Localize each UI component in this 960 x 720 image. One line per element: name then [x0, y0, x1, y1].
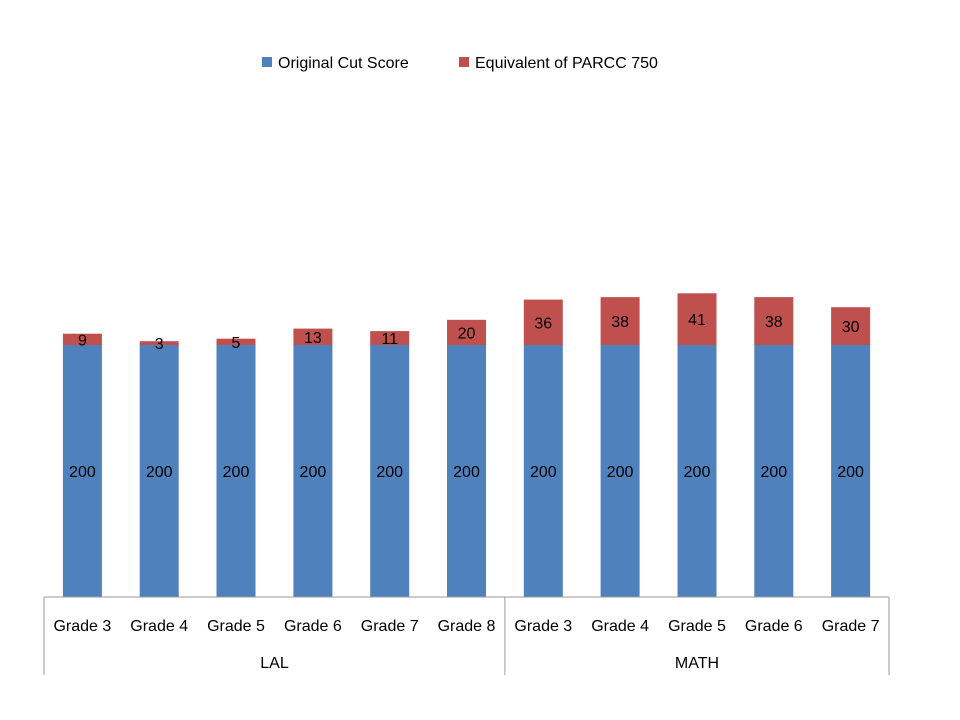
- bar-segment-equivalent-2: [216, 338, 256, 345]
- bar-segment-original-6: [523, 345, 563, 597]
- category-tick-label: Grade 7: [361, 618, 419, 635]
- data-label: 200: [760, 464, 787, 481]
- category-tick-label: Grade 7: [822, 618, 880, 635]
- category-tick-label: Grade 4: [130, 618, 188, 635]
- data-label: 200: [376, 464, 403, 481]
- group-label: LAL: [260, 655, 289, 672]
- bar-segment-equivalent-6: [523, 299, 563, 345]
- data-label: 200: [684, 464, 711, 481]
- bar-segment-original-10: [831, 345, 871, 597]
- bar-segment-equivalent-3: [293, 328, 333, 345]
- data-label: 20: [458, 325, 476, 342]
- category-tick-label: Grade 5: [668, 618, 726, 635]
- legend-swatch: [459, 57, 469, 67]
- bar-segment-original-8: [677, 345, 717, 597]
- data-label: 13: [304, 330, 322, 347]
- bar-segment-equivalent-4: [370, 331, 410, 345]
- category-axis: LAL MATH Grade 3 Grade 4 Grade 5 Grade 6 Grade…: [43, 596, 890, 675]
- data-label: 200: [607, 464, 634, 481]
- category-tick-label: Grade 6: [745, 618, 803, 635]
- data-label: 9: [78, 332, 87, 349]
- data-label: 38: [611, 314, 629, 331]
- legend-label: Equivalent of PARCC 750: [475, 55, 658, 72]
- category-tick-label: Grade 4: [591, 618, 649, 635]
- legend: Original Cut Score Equivalent of PARCC 75…: [262, 55, 658, 72]
- category-tick-label: Grade 8: [438, 618, 496, 635]
- data-label: 38: [765, 314, 783, 331]
- bar-segment-original-1: [139, 345, 179, 597]
- bar-segment-original-9: [754, 345, 794, 597]
- bar-segment-original-0: [62, 345, 102, 597]
- category-tick-label: Grade 3: [53, 618, 111, 635]
- data-label: 200: [146, 464, 173, 481]
- bar-segment-equivalent-9: [754, 297, 794, 345]
- bar-segment-original-2: [216, 345, 256, 597]
- data-label: 200: [300, 464, 327, 481]
- data-label: 200: [453, 464, 480, 481]
- bar-segment-original-7: [600, 345, 640, 597]
- bar-segment-equivalent-1: [139, 341, 179, 345]
- bars: 200 9 200 3 200 5 200 13 200 11 200 20 200 36 200 38 200…: [62, 293, 871, 597]
- data-label: 3: [155, 336, 164, 353]
- data-label: 5: [232, 335, 241, 352]
- data-label: 200: [69, 464, 96, 481]
- data-label: 30: [842, 319, 860, 336]
- bar-segment-equivalent-5: [447, 319, 486, 345]
- bar-segment-equivalent-7: [600, 297, 640, 345]
- bar-segment-equivalent-0: [62, 333, 102, 345]
- data-label: 36: [534, 315, 552, 332]
- category-tick-label: Grade 5: [207, 618, 265, 635]
- data-label: 41: [688, 312, 706, 329]
- data-label: 200: [530, 464, 557, 481]
- legend-label: Original Cut Score: [278, 55, 409, 72]
- bar-segment-equivalent-10: [831, 307, 871, 345]
- group-label: MATH: [675, 655, 719, 672]
- legend-swatch: [262, 57, 272, 67]
- bar-segment-original-4: [370, 345, 410, 597]
- data-label: 11: [381, 331, 398, 348]
- bar-segment-original-5: [447, 345, 486, 597]
- bar-segment-equivalent-8: [677, 293, 717, 345]
- bar-segment-original-3: [293, 345, 333, 597]
- data-label: 200: [837, 464, 864, 481]
- category-tick-label: Grade 6: [284, 618, 342, 635]
- category-tick-label: Grade 3: [514, 618, 572, 635]
- data-label: 200: [223, 464, 250, 481]
